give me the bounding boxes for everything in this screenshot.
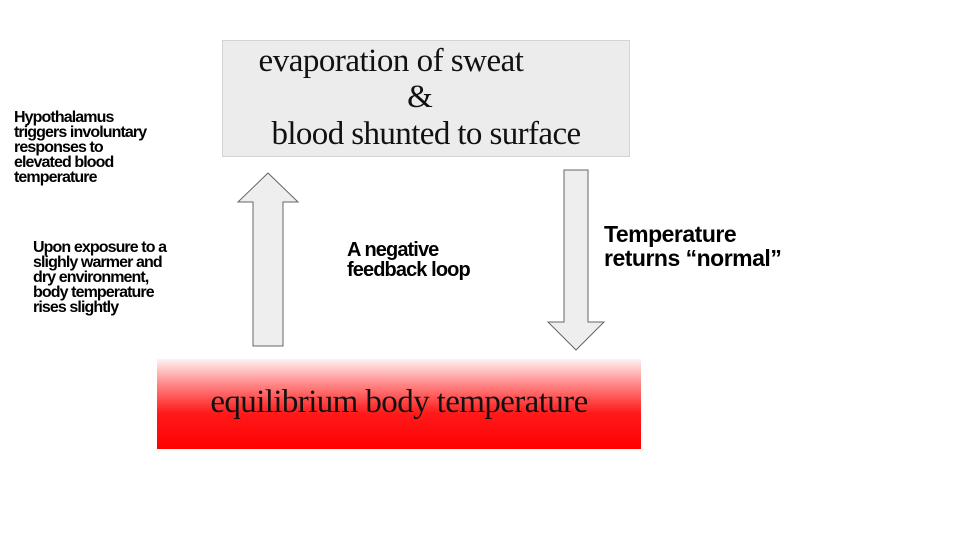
response-line-1: evaporation of sweat (258, 43, 524, 79)
response-line-3: blood shunted to surface (271, 116, 581, 152)
hypothalamus-note-line: elevated blood (14, 154, 114, 171)
hypothalamus-note: Hypothalamus triggers involuntary respon… (14, 109, 147, 186)
hypothalamus-note-line: triggers involuntary (14, 124, 147, 141)
exposure-note: Upon exposure to a slighly warmer and dr… (33, 239, 167, 316)
negative-feedback-line: A negative (347, 239, 439, 261)
temperature-returns-line: returns “normal” (604, 245, 782, 271)
exposure-note-line: body temperature (33, 284, 155, 301)
negative-feedback-label: A negative feedback loop (347, 239, 471, 281)
response-box: evaporation of sweat & blood shunted to … (222, 40, 630, 157)
response-line-2: & (407, 79, 433, 115)
temperature-returns-line: Temperature (604, 221, 737, 247)
exposure-note-line: Upon exposure to a (33, 239, 167, 256)
up-arrow-icon (236, 172, 300, 347)
hypothalamus-note-line: responses to (14, 139, 104, 156)
hypothalamus-note-line: Hypothalamus (14, 109, 114, 126)
exposure-note-line: dry environment, (33, 269, 149, 286)
negative-feedback-line: feedback loop (347, 259, 471, 281)
exposure-note-line: rises slightly (33, 299, 119, 316)
equilibrium-box: equilibrium body temperature (157, 359, 641, 449)
exposure-note-line: slighly warmer and (33, 254, 163, 271)
temperature-returns-note: Temperature returns “normal” (604, 221, 782, 271)
hypothalamus-note-line: temperature (14, 169, 97, 186)
down-arrow-icon (546, 169, 606, 351)
